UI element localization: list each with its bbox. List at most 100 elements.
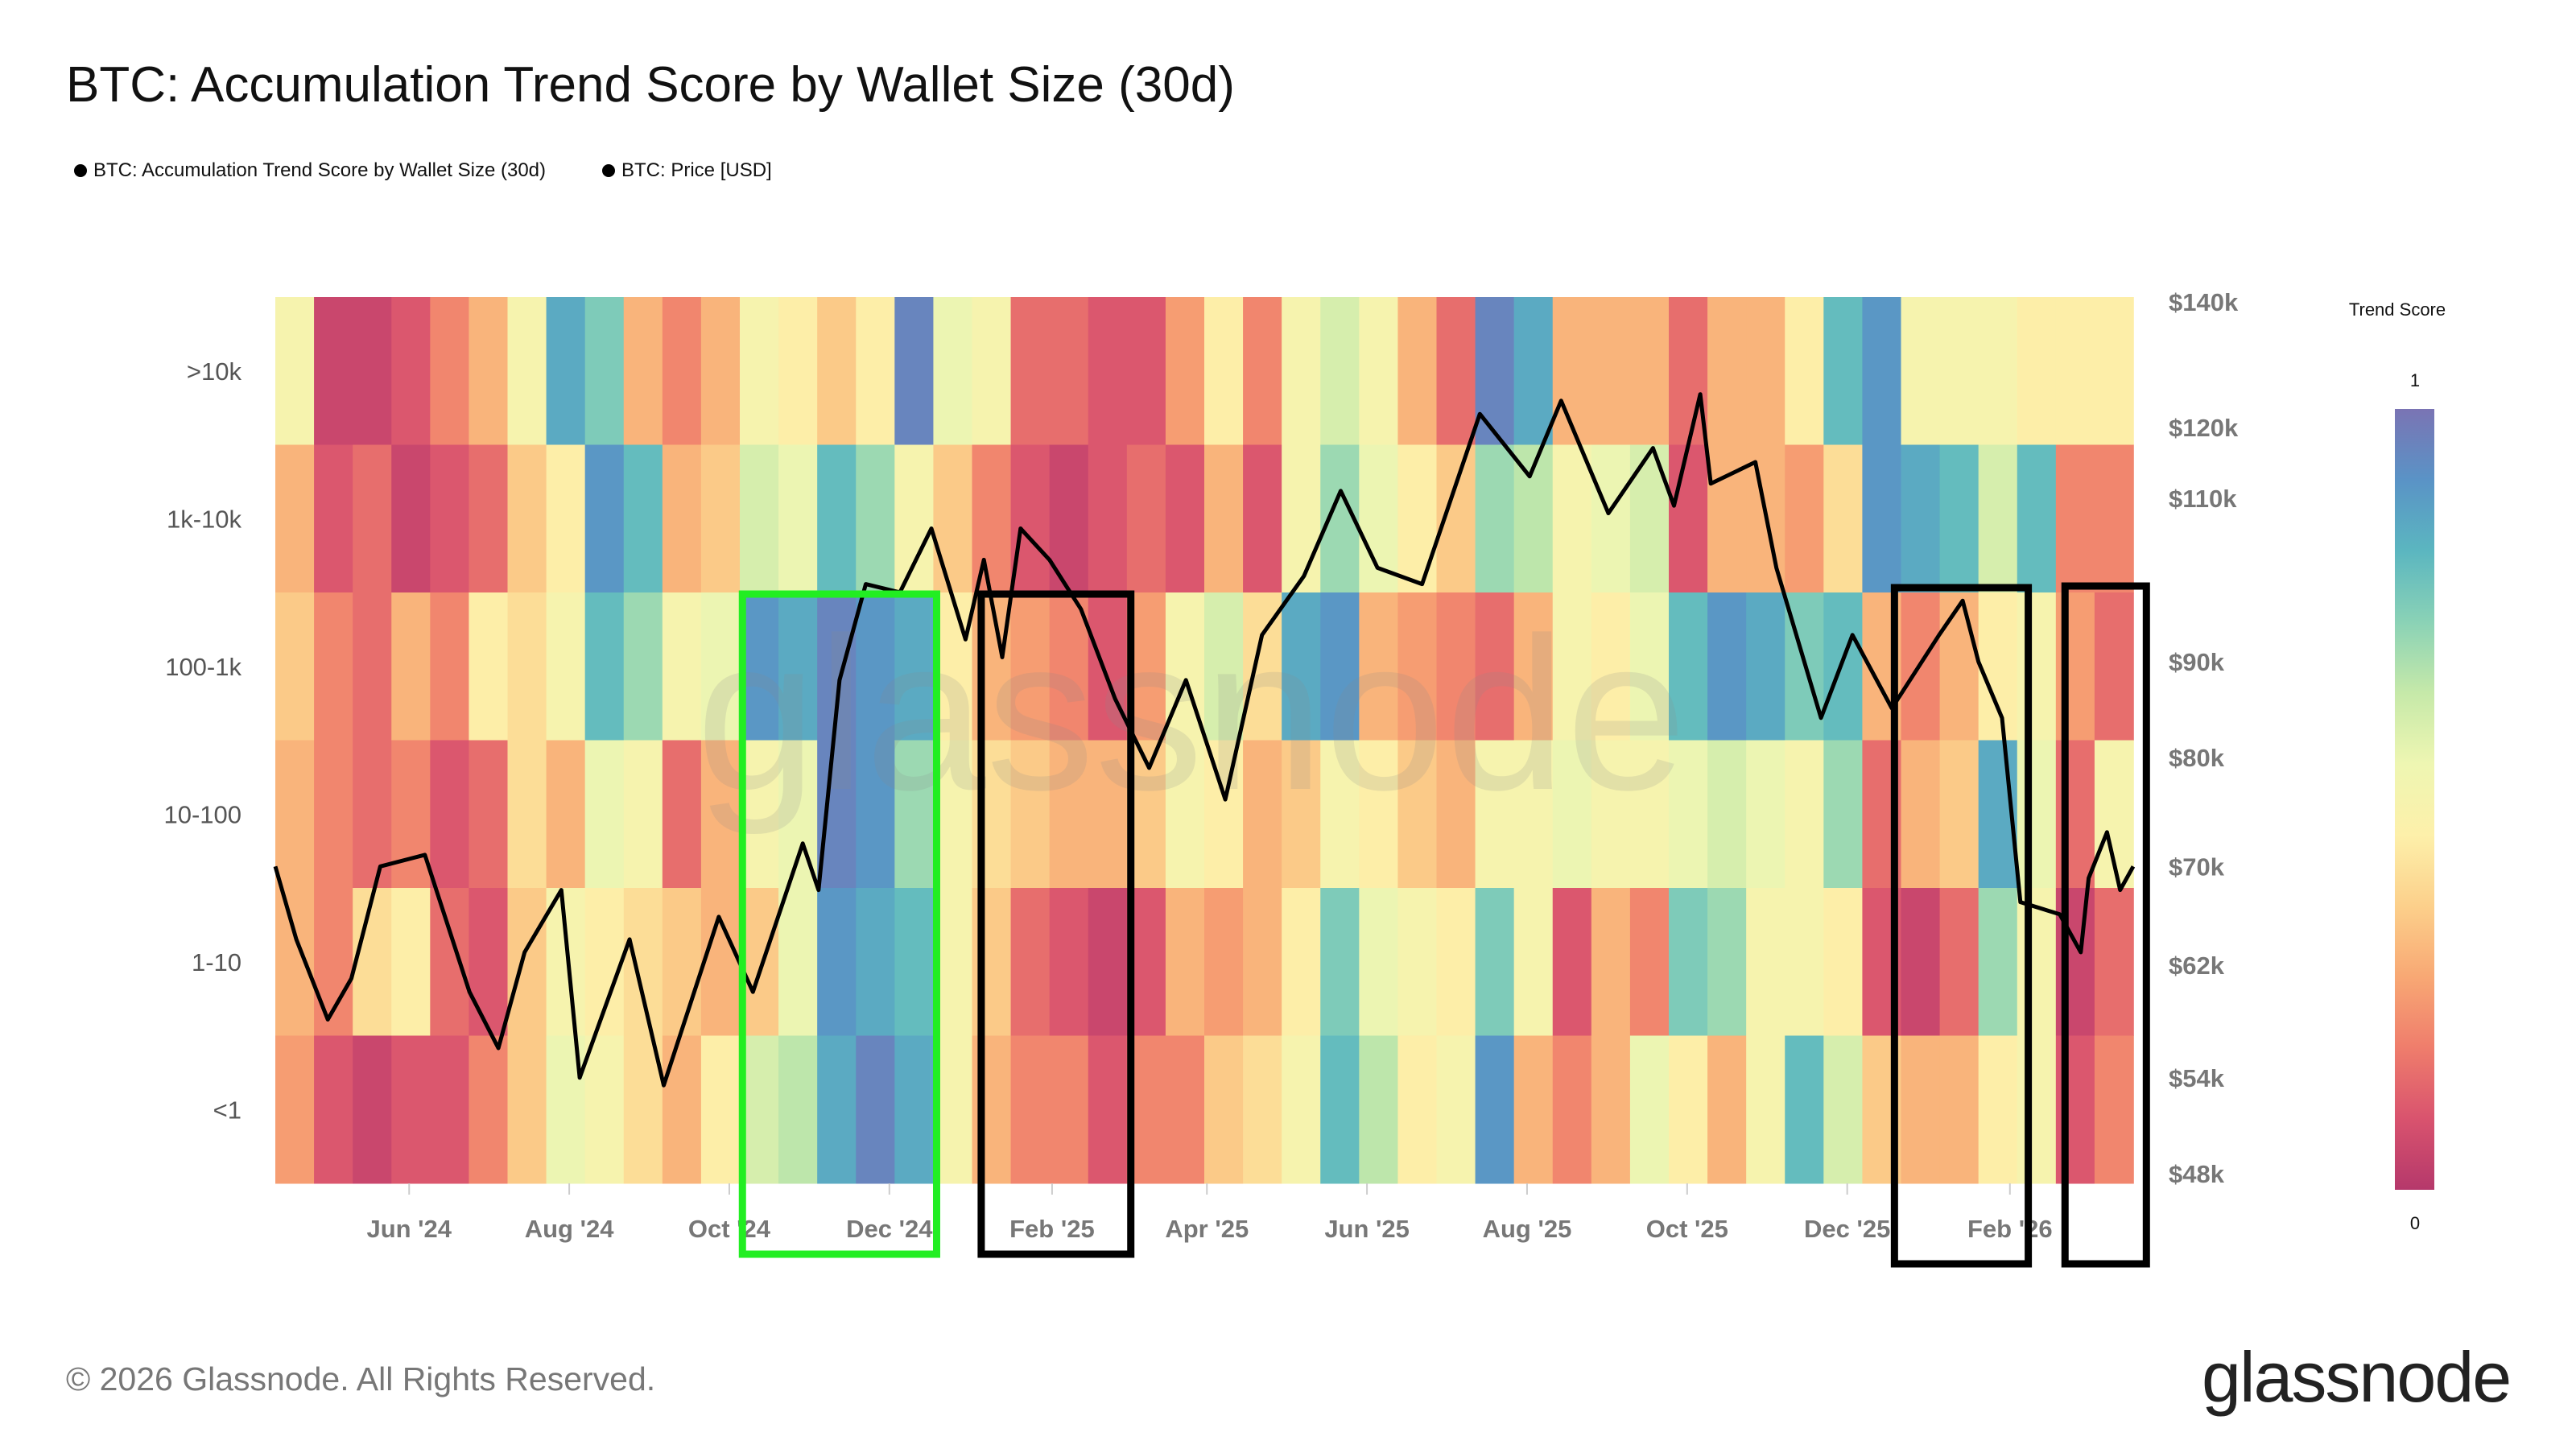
heatmap-cell xyxy=(507,592,547,741)
heatmap-cell xyxy=(1282,740,1322,889)
heatmap-cell xyxy=(623,740,663,889)
heatmap-cell xyxy=(856,592,896,741)
wallet-size-label: >10k xyxy=(187,357,242,386)
heatmap-cell xyxy=(2094,444,2134,593)
heatmap-cell xyxy=(314,297,353,445)
heatmap-cell xyxy=(430,740,470,889)
heatmap-cell xyxy=(430,888,470,1036)
heatmap-cell xyxy=(1823,740,1864,889)
heatmap-cell xyxy=(662,740,702,889)
x-tick-label: Jun '25 xyxy=(1324,1215,1410,1243)
heatmap-cell xyxy=(1436,297,1476,445)
heatmap-cell xyxy=(430,1035,470,1184)
heatmap-cell xyxy=(1204,297,1244,445)
heatmap-cell xyxy=(469,740,509,889)
heatmap-cell xyxy=(507,740,547,889)
heatmap-cell xyxy=(1629,888,1670,1036)
y-axis-wallet-sizes: >10k 1k-10k 100-1k 10-100 1-10 <1 xyxy=(163,357,242,1125)
price-tick-label: $140k xyxy=(2169,288,2239,316)
heatmap-cell xyxy=(778,888,818,1036)
heatmap-cell xyxy=(391,444,431,593)
heatmap-cell xyxy=(1243,740,1282,889)
legend-item-trend-score[interactable]: BTC: Accumulation Trend Score by Wallet … xyxy=(74,159,546,182)
heatmap-cell xyxy=(1165,297,1205,445)
heatmap-cell xyxy=(1591,592,1631,741)
heatmap-cell xyxy=(1126,297,1166,445)
heatmap-cell xyxy=(1204,592,1244,741)
heatmap-cell xyxy=(1513,592,1554,741)
heatmap-cell xyxy=(1359,297,1399,445)
heatmap-cell xyxy=(1629,592,1670,741)
heatmap-cell xyxy=(275,740,315,889)
heatmap-cell xyxy=(1088,1035,1128,1184)
copyright-footer: © 2026 Glassnode. All Rights Reserved. xyxy=(66,1360,656,1397)
heatmap-cell xyxy=(1436,740,1476,889)
heatmap-cell xyxy=(1204,888,1244,1036)
heatmap-cell xyxy=(1629,444,1670,593)
heatmap-cell xyxy=(623,297,663,445)
heatmap-cell xyxy=(1746,1035,1786,1184)
heatmap-cell xyxy=(1901,1035,1941,1184)
heatmap-cell xyxy=(469,297,509,445)
heatmap-cell xyxy=(1359,1035,1399,1184)
heatmap-cell xyxy=(1978,1035,2018,1184)
heatmap-cell xyxy=(700,297,741,445)
heatmap-cell xyxy=(353,1035,393,1184)
heatmap-cell xyxy=(856,1035,896,1184)
heatmap-cell xyxy=(1088,740,1128,889)
heatmap-cell xyxy=(1823,444,1864,593)
x-tick-label: Jun '24 xyxy=(366,1215,452,1243)
heatmap-cell xyxy=(1397,297,1438,445)
x-tick-label: Oct '25 xyxy=(1646,1215,1728,1243)
heatmap-cell xyxy=(1282,888,1322,1036)
heatmap-cell xyxy=(584,592,625,741)
heatmap-cell xyxy=(2017,297,2057,445)
colorbar xyxy=(2395,409,2434,1190)
heatmap-cell xyxy=(507,444,547,593)
heatmap-cell xyxy=(507,1035,547,1184)
heatmap-cell xyxy=(1552,740,1592,889)
annotation-box xyxy=(1890,584,2033,1268)
heatmap-cell xyxy=(1823,888,1864,1036)
legend-label: BTC: Accumulation Trend Score by Wallet … xyxy=(93,159,547,181)
heatmap-cell xyxy=(817,888,857,1036)
heatmap-cell xyxy=(700,888,741,1036)
heatmap-cell xyxy=(353,297,393,445)
heatmap-cell xyxy=(740,888,779,1036)
heatmap-cell xyxy=(856,888,896,1036)
heatmap-cell xyxy=(740,1035,779,1184)
colorbar-title: Trend Score xyxy=(2349,299,2446,320)
heatmap-cell xyxy=(584,444,625,593)
heatmap-cell xyxy=(546,592,586,741)
heatmap-cell xyxy=(1978,888,2018,1036)
heatmap-cell xyxy=(1282,592,1322,741)
heatmap-cell xyxy=(1707,592,1747,741)
heatmap-cell xyxy=(1513,740,1554,889)
heatmap-cell xyxy=(1785,444,1825,593)
heatmap-cell xyxy=(1397,1035,1438,1184)
heatmap-cell xyxy=(546,444,586,593)
heatmap-cell xyxy=(1475,297,1515,445)
heatmap-cell xyxy=(623,592,663,741)
heatmap-cell xyxy=(1165,444,1205,593)
heatmap-cell xyxy=(1359,740,1399,889)
heatmap-cell xyxy=(700,740,741,889)
heatmap-cell xyxy=(1397,740,1438,889)
wallet-size-label: 10-100 xyxy=(163,800,242,828)
heatmap-cell xyxy=(430,444,470,593)
heatmap-cell xyxy=(1513,297,1554,445)
heatmap-cell xyxy=(1088,297,1128,445)
heatmap-cell xyxy=(353,444,393,593)
heatmap-cell xyxy=(1320,1035,1360,1184)
heatmap-cell xyxy=(584,1035,625,1184)
heatmap-cell xyxy=(1939,444,1979,593)
legend-item-price[interactable]: BTC: Price [USD] xyxy=(602,159,772,182)
heatmap-cell xyxy=(1707,740,1747,889)
heatmap-cell xyxy=(1939,592,1979,741)
heatmap-cell xyxy=(1746,592,1786,741)
heatmap-cell xyxy=(1939,740,1979,889)
wallet-size-label: 1k-10k xyxy=(167,505,242,533)
heatmap-cell xyxy=(1785,1035,1825,1184)
heatmap-cell xyxy=(662,592,702,741)
